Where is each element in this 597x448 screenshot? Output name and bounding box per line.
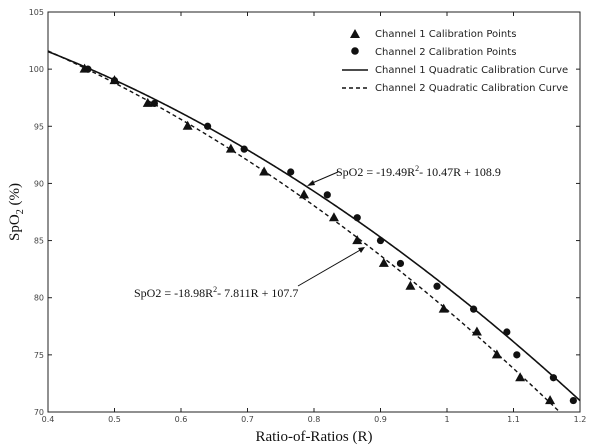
channel1-calibration-point: [471, 326, 482, 336]
channel2-calibration-point: [513, 351, 521, 359]
y-tick-label: 70: [34, 408, 44, 417]
channel1-calibration-point: [142, 97, 153, 107]
channel2-calibration-point: [287, 168, 295, 176]
channel1-calibration-point: [405, 280, 416, 290]
channel1-calibration-point: [491, 349, 502, 359]
channel1-calibration-point: [378, 257, 389, 267]
points-layer: [79, 63, 577, 405]
channel2-calibration-point: [470, 305, 478, 313]
y-tick-label: 80: [34, 294, 44, 303]
legend-entry-channel2-points: Channel 2 Calibration Points: [375, 47, 516, 58]
channel2-calibration-point: [353, 214, 361, 222]
channel1-calibration-point: [515, 372, 526, 382]
annotation-channel2-equation: SpO2 = -19.49R2- 10.47R + 108.9: [336, 164, 501, 179]
x-tick-label: 0.6: [175, 415, 188, 424]
legend-circle-marker: [351, 47, 359, 55]
channel2-calibration-point: [204, 122, 212, 130]
x-tick-label: 0.9: [374, 415, 387, 424]
channel1-calibration-point: [352, 235, 363, 245]
x-tick-label: 1.1: [507, 415, 520, 424]
channel1-quadratic-curve: [47, 50, 581, 402]
channel1-calibration-point: [328, 212, 339, 222]
channel2-calibration-point: [84, 65, 92, 73]
y-tick-label: 95: [34, 122, 44, 131]
channel2-calibration-point: [569, 396, 577, 405]
channel2-calibration-point: [396, 259, 405, 268]
x-tick-label: 0.7: [241, 415, 254, 424]
channel2-calibration-point: [150, 99, 158, 108]
channel2-calibration-point: [503, 328, 511, 336]
channel1-calibration-point: [438, 303, 449, 313]
annotation-channel1-arrowhead: [358, 247, 365, 253]
channel1-calibration-point: [225, 143, 236, 153]
annotation-channel1-arrow: [297, 248, 363, 287]
legend: Channel 1 Calibration Points Channel 2 C…: [342, 29, 568, 94]
legend-entry-channel1-points: Channel 1 Calibration Points: [375, 29, 516, 40]
x-axis-label: Ratio-of-Ratios (R): [255, 429, 372, 445]
annotation-channel2-arrowhead: [307, 180, 315, 186]
x-tick-label: 0.5: [108, 415, 121, 424]
x-tick-label: 0.4: [42, 415, 55, 424]
annotation-channel2-arrow: [309, 171, 339, 185]
y-tick-label: 100: [29, 65, 44, 74]
channel1-calibration-point: [182, 120, 193, 130]
channel1-calibration-point: [299, 189, 310, 199]
x-tick-label: 1.2: [574, 415, 587, 424]
x-tick-label: 0.8: [308, 415, 321, 424]
channel1-calibration-point: [545, 395, 556, 405]
y-axis-label: SpO2 (%): [7, 183, 26, 241]
y-tick-label: 85: [34, 237, 44, 246]
channel2-calibration-point: [323, 191, 331, 199]
channel2-calibration-point: [240, 145, 248, 153]
channel2-calibration-point: [110, 76, 119, 85]
legend-triangle-marker: [350, 29, 360, 38]
y-axis-ticks: 70 75 80 85 90 95 100 105: [29, 8, 580, 417]
annotation-channel1-equation: SpO2 = -18.98R2- 7.811R + 107.7: [134, 285, 298, 300]
channel1-calibration-point: [259, 166, 270, 176]
x-axis-ticks: 0.4 0.5 0.6 0.7 0.8 0.9 1 1.1 1.2: [42, 12, 587, 424]
legend-entry-channel2-curve: Channel 2 Quadratic Calibration Curve: [375, 83, 568, 94]
channel2-calibration-point: [549, 374, 558, 382]
channel2-calibration-point: [433, 282, 441, 290]
y-tick-label: 105: [29, 8, 44, 17]
y-tick-label: 75: [34, 351, 44, 360]
plot-frame: [47, 11, 581, 413]
x-tick-label: 1: [444, 415, 449, 424]
legend-entry-channel1-curve: Channel 1 Quadratic Calibration Curve: [375, 65, 568, 76]
y-tick-label: 90: [34, 179, 44, 188]
channel2-calibration-point: [376, 236, 385, 245]
